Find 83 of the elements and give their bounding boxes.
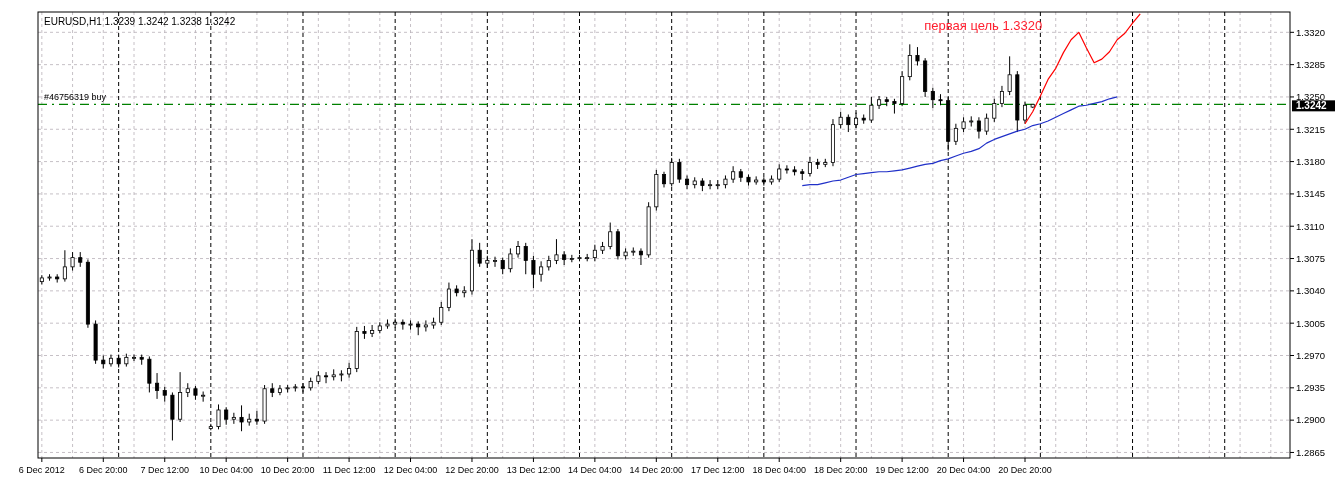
x-tick-label: 13 Dec 12:00 [506, 465, 561, 475]
x-tick-label: 10 Dec 04:00 [199, 465, 253, 475]
candlestick [62, 249, 67, 283]
x-tick-label: 11 Dec 12:00 [322, 465, 376, 475]
x-tick-label: 12 Dec 20:00 [445, 465, 499, 475]
candlestick [132, 354, 137, 362]
y-tick-label: 1.2935 [1296, 382, 1326, 394]
y-tick-label: 1.2900 [1296, 414, 1326, 426]
x-tick-label: 10 Dec 20:00 [260, 465, 315, 475]
candlestick [508, 247, 513, 273]
y-tick-label: 1.3040 [1296, 285, 1326, 297]
x-tick-label: 7 Dec 12:00 [140, 465, 190, 475]
y-tick-label: 1.3320 [1296, 26, 1326, 38]
y-tick-label: 1.3075 [1296, 252, 1326, 264]
candlestick [807, 156, 812, 177]
chart-title: EURUSD,H1 1.3239 1.3242 1.3238 1.3242 [44, 16, 236, 27]
x-tick-label: 14 Dec 20:00 [629, 465, 684, 475]
ref-line-label: #46756319 buy [44, 92, 107, 103]
candlestick [231, 412, 236, 425]
y-tick-label: 1.3180 [1296, 155, 1326, 167]
candlestick [976, 116, 981, 140]
candlestick [277, 384, 282, 396]
candlestick [638, 247, 643, 266]
candlestick [731, 165, 736, 184]
text: 1.3242 [1296, 100, 1328, 112]
y-tick-label: 1.3250 [1296, 91, 1326, 103]
y-tick-label: 1.3145 [1296, 188, 1326, 200]
x-tick-label: 6 Dec 20:00 [79, 465, 128, 475]
candlestick [539, 260, 544, 283]
candlestick [930, 87, 935, 109]
x-tick-label: 20 Dec 20:00 [998, 465, 1052, 475]
y-tick-label: 1.2865 [1296, 446, 1326, 458]
candlestick [984, 113, 989, 136]
candlestick [370, 324, 375, 338]
candlestick [592, 244, 597, 262]
x-tick-label: 6 Dec 2012 [18, 465, 65, 475]
candlestick [516, 240, 521, 259]
candlestick [324, 371, 329, 384]
candlestick [254, 410, 259, 426]
x-tick-label: 12 Dec 04:00 [383, 465, 438, 475]
candlestick [877, 95, 882, 110]
candlestick [999, 85, 1004, 108]
candlestick [1022, 101, 1028, 125]
annotation: первая цель 1.3320 [924, 18, 1043, 33]
x-tick-label: 18 Dec 04:00 [752, 465, 806, 475]
candlestick [992, 98, 997, 123]
x-tick-label: 17 Dec 12:00 [690, 465, 745, 475]
candlestick [531, 255, 536, 289]
candlestick [347, 362, 352, 379]
candlestick [477, 242, 482, 268]
candlestick [1007, 55, 1012, 96]
candlestick [554, 238, 559, 265]
x-tick-label: 20 Dec 04:00 [936, 465, 991, 475]
candlestick [953, 123, 958, 146]
line-series [801, 96, 1118, 187]
candlestick [784, 164, 789, 175]
y-tick-label: 1.3005 [1296, 317, 1326, 329]
candlestick [239, 404, 244, 432]
x-tick-label: 18 Dec 20:00 [813, 465, 868, 475]
candlestick [915, 46, 920, 67]
candlestick [108, 354, 113, 368]
candlestick [562, 250, 567, 266]
candlestick [446, 282, 451, 312]
x-tick-label: 19 Dec 12:00 [875, 465, 929, 475]
x-tick-label: 14 Dec 04:00 [568, 465, 622, 475]
candlestick [685, 174, 690, 190]
y-tick-label: 1.3110 [1296, 220, 1325, 232]
candlestick [423, 319, 428, 332]
candlestick [523, 242, 528, 275]
candlestick [70, 251, 75, 272]
candlestick [201, 391, 206, 403]
y-tick-label: 1.3215 [1296, 123, 1326, 135]
candlestick [439, 301, 444, 326]
candlestick [708, 179, 713, 190]
y-tick-label: 1.2970 [1296, 349, 1326, 361]
candlestick [907, 43, 912, 81]
candlestick [493, 256, 498, 268]
candlestick [155, 372, 160, 400]
y-tick-label: 1.3285 [1296, 58, 1326, 70]
candlestick [869, 96, 874, 124]
candlestick [608, 222, 613, 250]
candlestick [216, 403, 221, 430]
candlestick [677, 158, 682, 184]
